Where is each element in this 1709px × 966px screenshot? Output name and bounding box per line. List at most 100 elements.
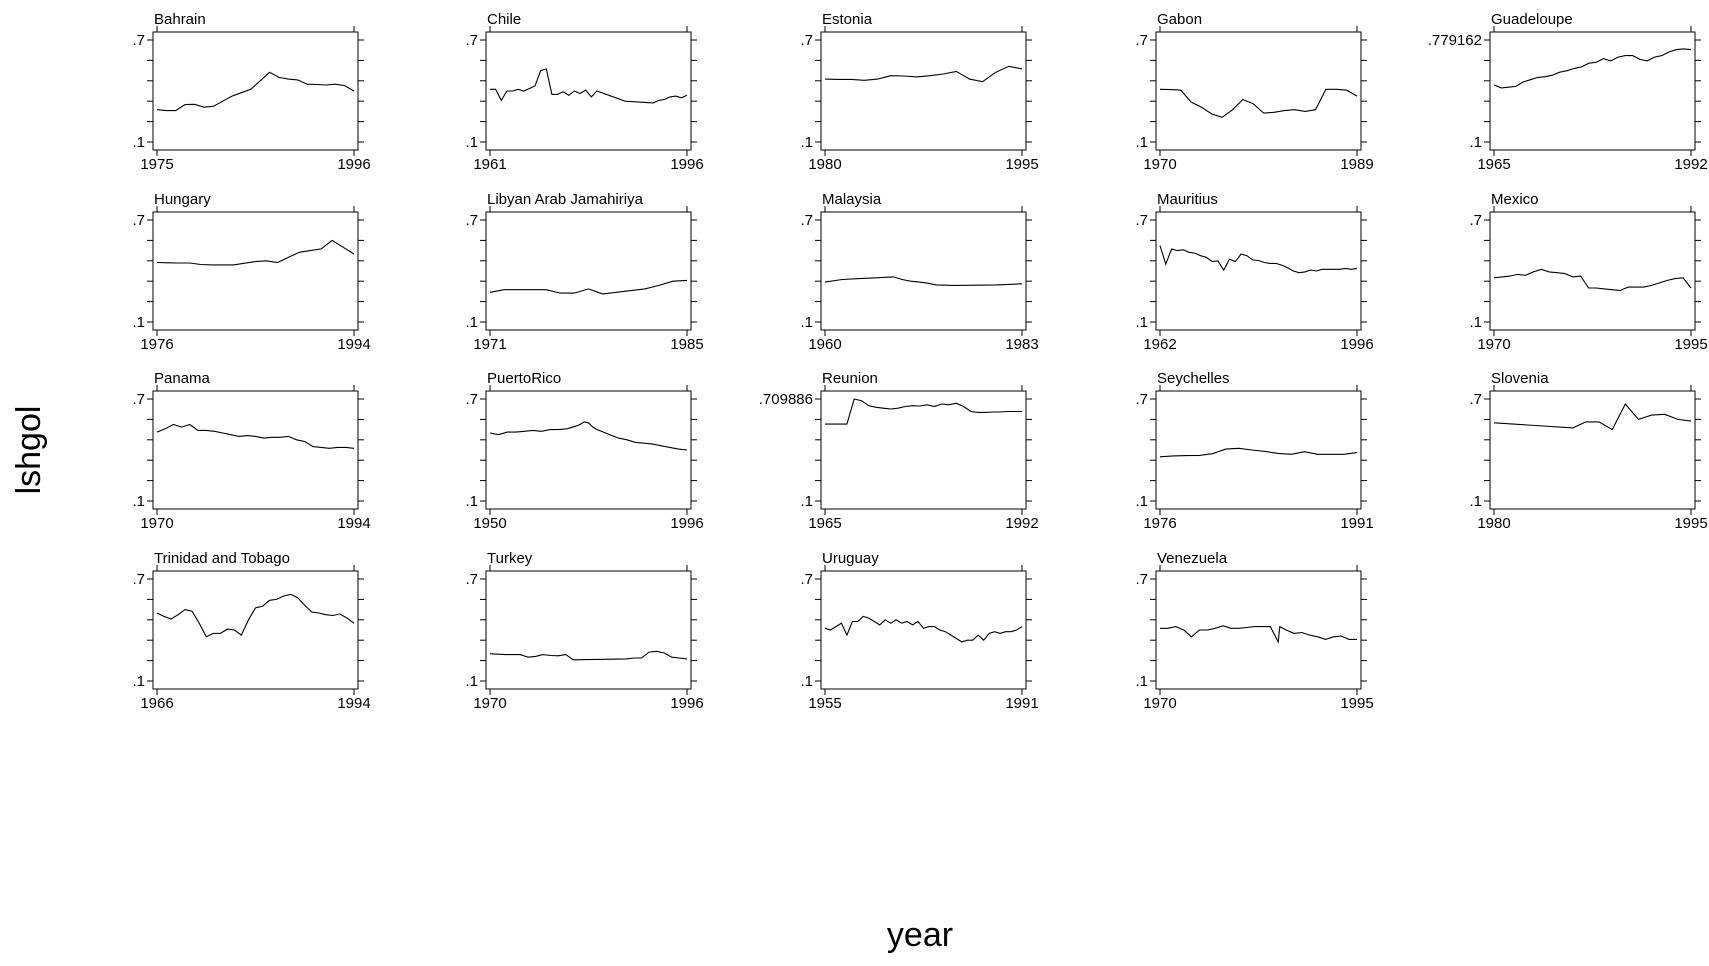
x-tick-label: 1965: [1477, 156, 1510, 173]
x-tick-label: 1989: [1340, 156, 1373, 173]
panel-uruguay: Uruguay .7 .1 1955 1991: [800, 550, 1038, 712]
x-tick-label: 1976: [1143, 515, 1176, 532]
panel-title: Hungary: [154, 191, 211, 208]
panel-title: Turkey: [487, 550, 533, 567]
x-tick-label: 1996: [670, 156, 703, 173]
panel-guadeloupe: Guadeloupe .779162 .1 1965 1992: [1428, 11, 1708, 173]
plot-frame: [820, 570, 1027, 690]
x-tick-label: 1995: [1340, 695, 1373, 712]
y-tick-label: .1: [1135, 314, 1148, 331]
y-tick-label: .7: [132, 212, 145, 229]
panel-gabon: Gabon .7 .1 1970 1989: [1135, 11, 1373, 173]
panel-hungary: Hungary .7 .1 1976 1994: [132, 191, 370, 353]
y-tick-label: .1: [800, 493, 813, 510]
plot-frame: [485, 570, 692, 690]
y-tick-label: .7: [1469, 391, 1482, 408]
y-tick-label: .1: [1135, 673, 1148, 690]
plot-frame: [820, 211, 1027, 331]
plot-frame: [485, 31, 692, 151]
y-tick-label: .1: [132, 493, 145, 510]
series-line-mauritius: [1159, 245, 1358, 274]
x-tick-label: 1970: [140, 515, 173, 532]
plot-frame: [1155, 211, 1362, 331]
y-tick-label: .1: [800, 314, 813, 331]
x-tick-label: 1980: [1477, 515, 1510, 532]
y-tick-label: .1: [1135, 493, 1148, 510]
panel-libyan-arab-jamahiriya: Libyan Arab Jamahiriya .7 .1 1971 1985: [465, 191, 703, 353]
panel-bahrain: Bahrain .7 .1 1975 1996: [132, 11, 370, 173]
series-line-estonia: [824, 65, 1023, 83]
x-tick-label: 1966: [140, 695, 173, 712]
x-tick-label: 1995: [1674, 336, 1707, 353]
panel-title: Uruguay: [822, 550, 879, 567]
y-tick-label: .1: [465, 134, 478, 151]
plot-frame: [820, 31, 1027, 151]
x-tick-label: 1991: [1005, 695, 1038, 712]
x-axis-title: year: [887, 916, 953, 954]
series-line-mexico: [1493, 268, 1692, 292]
panel-title: Guadeloupe: [1491, 11, 1573, 28]
y-tick-label: .1: [1469, 314, 1482, 331]
plot-frame: [1489, 390, 1696, 510]
x-tick-label: 1970: [473, 695, 506, 712]
panel-chile: Chile .7 .1 1961 1996: [465, 11, 703, 173]
series-line-panama: [156, 423, 355, 449]
panel-turkey: Turkey .7 .1 1970 1996: [465, 550, 703, 712]
panel-puertorico: PuertoRico .7 .1 1950 1996: [465, 370, 703, 532]
series-line-slovenia: [1493, 403, 1692, 431]
panel-mauritius: Mauritius .7 .1 1962 1996: [1135, 191, 1373, 353]
y-tick-label: .7: [132, 32, 145, 49]
x-tick-label: 1962: [1143, 336, 1176, 353]
y-tick-label: .1: [132, 673, 145, 690]
panel-title: Venezuela: [1157, 550, 1228, 567]
x-tick-label: 1983: [1005, 336, 1038, 353]
x-tick-label: 1950: [473, 515, 506, 532]
panel-slovenia: Slovenia .7 .1 1980 1995: [1469, 370, 1707, 532]
plot-frame: [485, 390, 692, 510]
x-tick-label: 1994: [337, 695, 370, 712]
panel-title: Panama: [154, 370, 211, 387]
panel-title: Slovenia: [1491, 370, 1549, 387]
panel-title: Seychelles: [1157, 370, 1230, 387]
y-tick-label: .7: [132, 391, 145, 408]
panel-seychelles: Seychelles .7 .1 1976 1991: [1135, 370, 1373, 532]
y-tick-label: .779162: [1428, 32, 1482, 49]
x-tick-label: 1970: [1143, 156, 1176, 173]
y-tick-label: .1: [465, 314, 478, 331]
plot-frame: [1489, 211, 1696, 331]
panel-malaysia: Malaysia .7 .1 1960 1983: [800, 191, 1038, 353]
panel-title: Estonia: [822, 11, 873, 28]
series-line-libyan-arab-jamahiriya: [489, 279, 688, 295]
x-tick-label: 1961: [473, 156, 506, 173]
panel-title: Gabon: [1157, 11, 1202, 28]
plot-frame: [152, 211, 359, 331]
x-tick-label: 1960: [808, 336, 841, 353]
y-tick-label: .7: [1135, 391, 1148, 408]
plot-frame: [820, 390, 1027, 510]
series-line-chile: [490, 68, 688, 104]
series-line-uruguay: [824, 615, 1023, 643]
series-line-trinidad-and-tobago: [156, 593, 355, 638]
y-tick-label: .7: [800, 32, 813, 49]
series-line-guadeloupe: [1493, 48, 1692, 89]
x-tick-label: 1996: [670, 695, 703, 712]
panel-estonia: Estonia .7 .1 1980 1995: [800, 11, 1038, 173]
x-tick-label: 1992: [1005, 515, 1038, 532]
x-tick-label: 1970: [1477, 336, 1510, 353]
x-tick-label: 1995: [1674, 515, 1707, 532]
plot-frame: [1155, 570, 1362, 690]
x-tick-label: 1955: [808, 695, 841, 712]
plot-frame: [485, 211, 692, 331]
x-tick-label: 1996: [670, 515, 703, 532]
y-tick-label: .7: [800, 212, 813, 229]
x-tick-label: 1965: [808, 515, 841, 532]
y-tick-label: .1: [465, 493, 478, 510]
panels: Bahrain .7 .1 1975 1996 Chile .7 .1 1961 1996 Esto…: [132, 11, 1707, 712]
y-tick-label: .1: [800, 134, 813, 151]
y-tick-label: .1: [132, 134, 145, 151]
x-tick-label: 1996: [337, 156, 370, 173]
x-tick-label: 1994: [337, 336, 370, 353]
x-tick-label: 1991: [1340, 515, 1373, 532]
y-tick-label: .7: [1469, 212, 1482, 229]
